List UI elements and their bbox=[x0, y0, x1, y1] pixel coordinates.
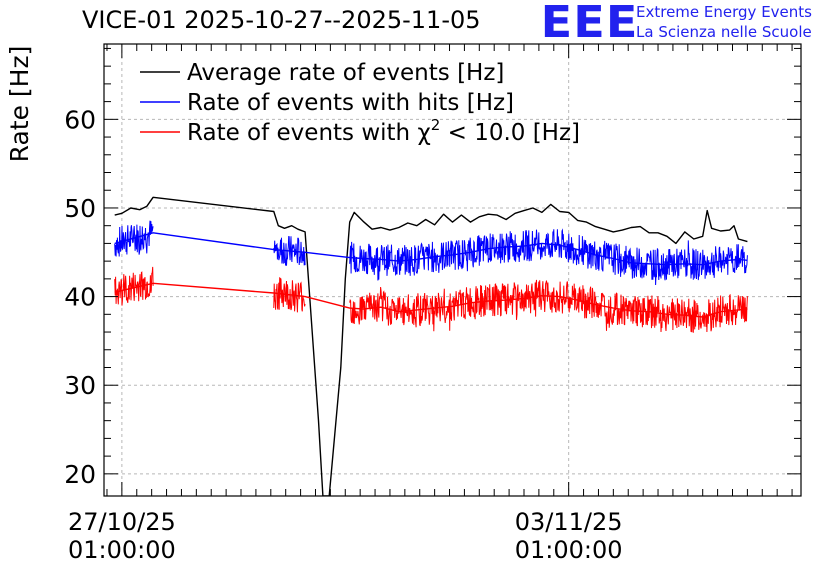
y-tick-label: 40 bbox=[64, 283, 96, 312]
logo-caption-line2: La Scienza nelle Scuole bbox=[636, 23, 812, 41]
line-chi2-rate bbox=[114, 282, 748, 318]
axes: 203040506027/10/2501:00:0003/11/2501:00:… bbox=[64, 43, 802, 564]
y-axis-label: Rate [Hz] bbox=[5, 46, 34, 163]
legend: Average rate of events [Hz] Rate of event… bbox=[140, 60, 580, 146]
line-average-rate bbox=[114, 196, 748, 496]
legend-label: Average rate of events [Hz] bbox=[187, 60, 504, 86]
legend-label: Rate of events with χ2 < 10.0 [Hz] bbox=[187, 116, 580, 146]
y-tick-label: 20 bbox=[64, 460, 96, 489]
grid bbox=[104, 44, 801, 496]
line-hits-rate bbox=[114, 232, 748, 266]
y-tick-label: 50 bbox=[64, 194, 96, 223]
y-tick-label: 60 bbox=[64, 105, 96, 134]
noise-band-hits bbox=[349, 228, 748, 286]
noise-band-chi2 bbox=[349, 279, 748, 333]
eee-logo: EEE bbox=[540, 0, 639, 48]
legend-label: Rate of events with hits [Hz] bbox=[187, 90, 514, 116]
x-tick-label-date: 27/10/25 bbox=[68, 508, 176, 536]
logo-caption-line1: Extreme Energy Events bbox=[636, 3, 812, 21]
noise-band-hits bbox=[273, 235, 306, 266]
x-tick-label-time: 01:00:00 bbox=[68, 536, 176, 564]
noise-band-chi2 bbox=[273, 277, 306, 313]
plot-frame bbox=[103, 43, 802, 497]
x-tick-label-time: 01:00:00 bbox=[515, 536, 623, 564]
noise-band-chi2 bbox=[114, 266, 154, 306]
x-tick-label-date: 03/11/25 bbox=[515, 508, 623, 536]
y-tick-label: 30 bbox=[64, 371, 96, 400]
chart-title: VICE-01 2025-10-27--2025-11-05 bbox=[82, 6, 481, 34]
